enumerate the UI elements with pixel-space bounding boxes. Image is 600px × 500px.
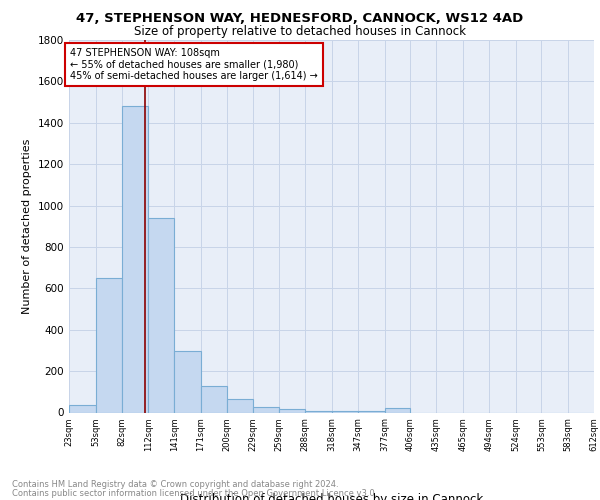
Bar [148,218,174,412]
Bar [280,410,305,412]
Text: 47, STEPHENSON WAY, HEDNESFORD, CANNOCK, WS12 4AD: 47, STEPHENSON WAY, HEDNESFORD, CANNOCK,… [76,12,524,26]
Bar [174,352,201,412]
Bar [96,278,122,412]
Bar [227,399,253,412]
Text: Contains public sector information licensed under the Open Government Licence v3: Contains public sector information licen… [12,488,377,498]
Bar [201,386,227,412]
Text: Contains HM Land Registry data © Crown copyright and database right 2024.: Contains HM Land Registry data © Crown c… [12,480,338,489]
Bar [122,106,148,412]
X-axis label: Distribution of detached houses by size in Cannock: Distribution of detached houses by size … [180,493,483,500]
Bar [69,406,96,412]
Y-axis label: Number of detached properties: Number of detached properties [22,138,32,314]
Text: Size of property relative to detached houses in Cannock: Size of property relative to detached ho… [134,25,466,38]
Bar [385,408,410,412]
Text: 47 STEPHENSON WAY: 108sqm
← 55% of detached houses are smaller (1,980)
45% of se: 47 STEPHENSON WAY: 108sqm ← 55% of detac… [70,48,317,82]
Bar [253,408,280,412]
